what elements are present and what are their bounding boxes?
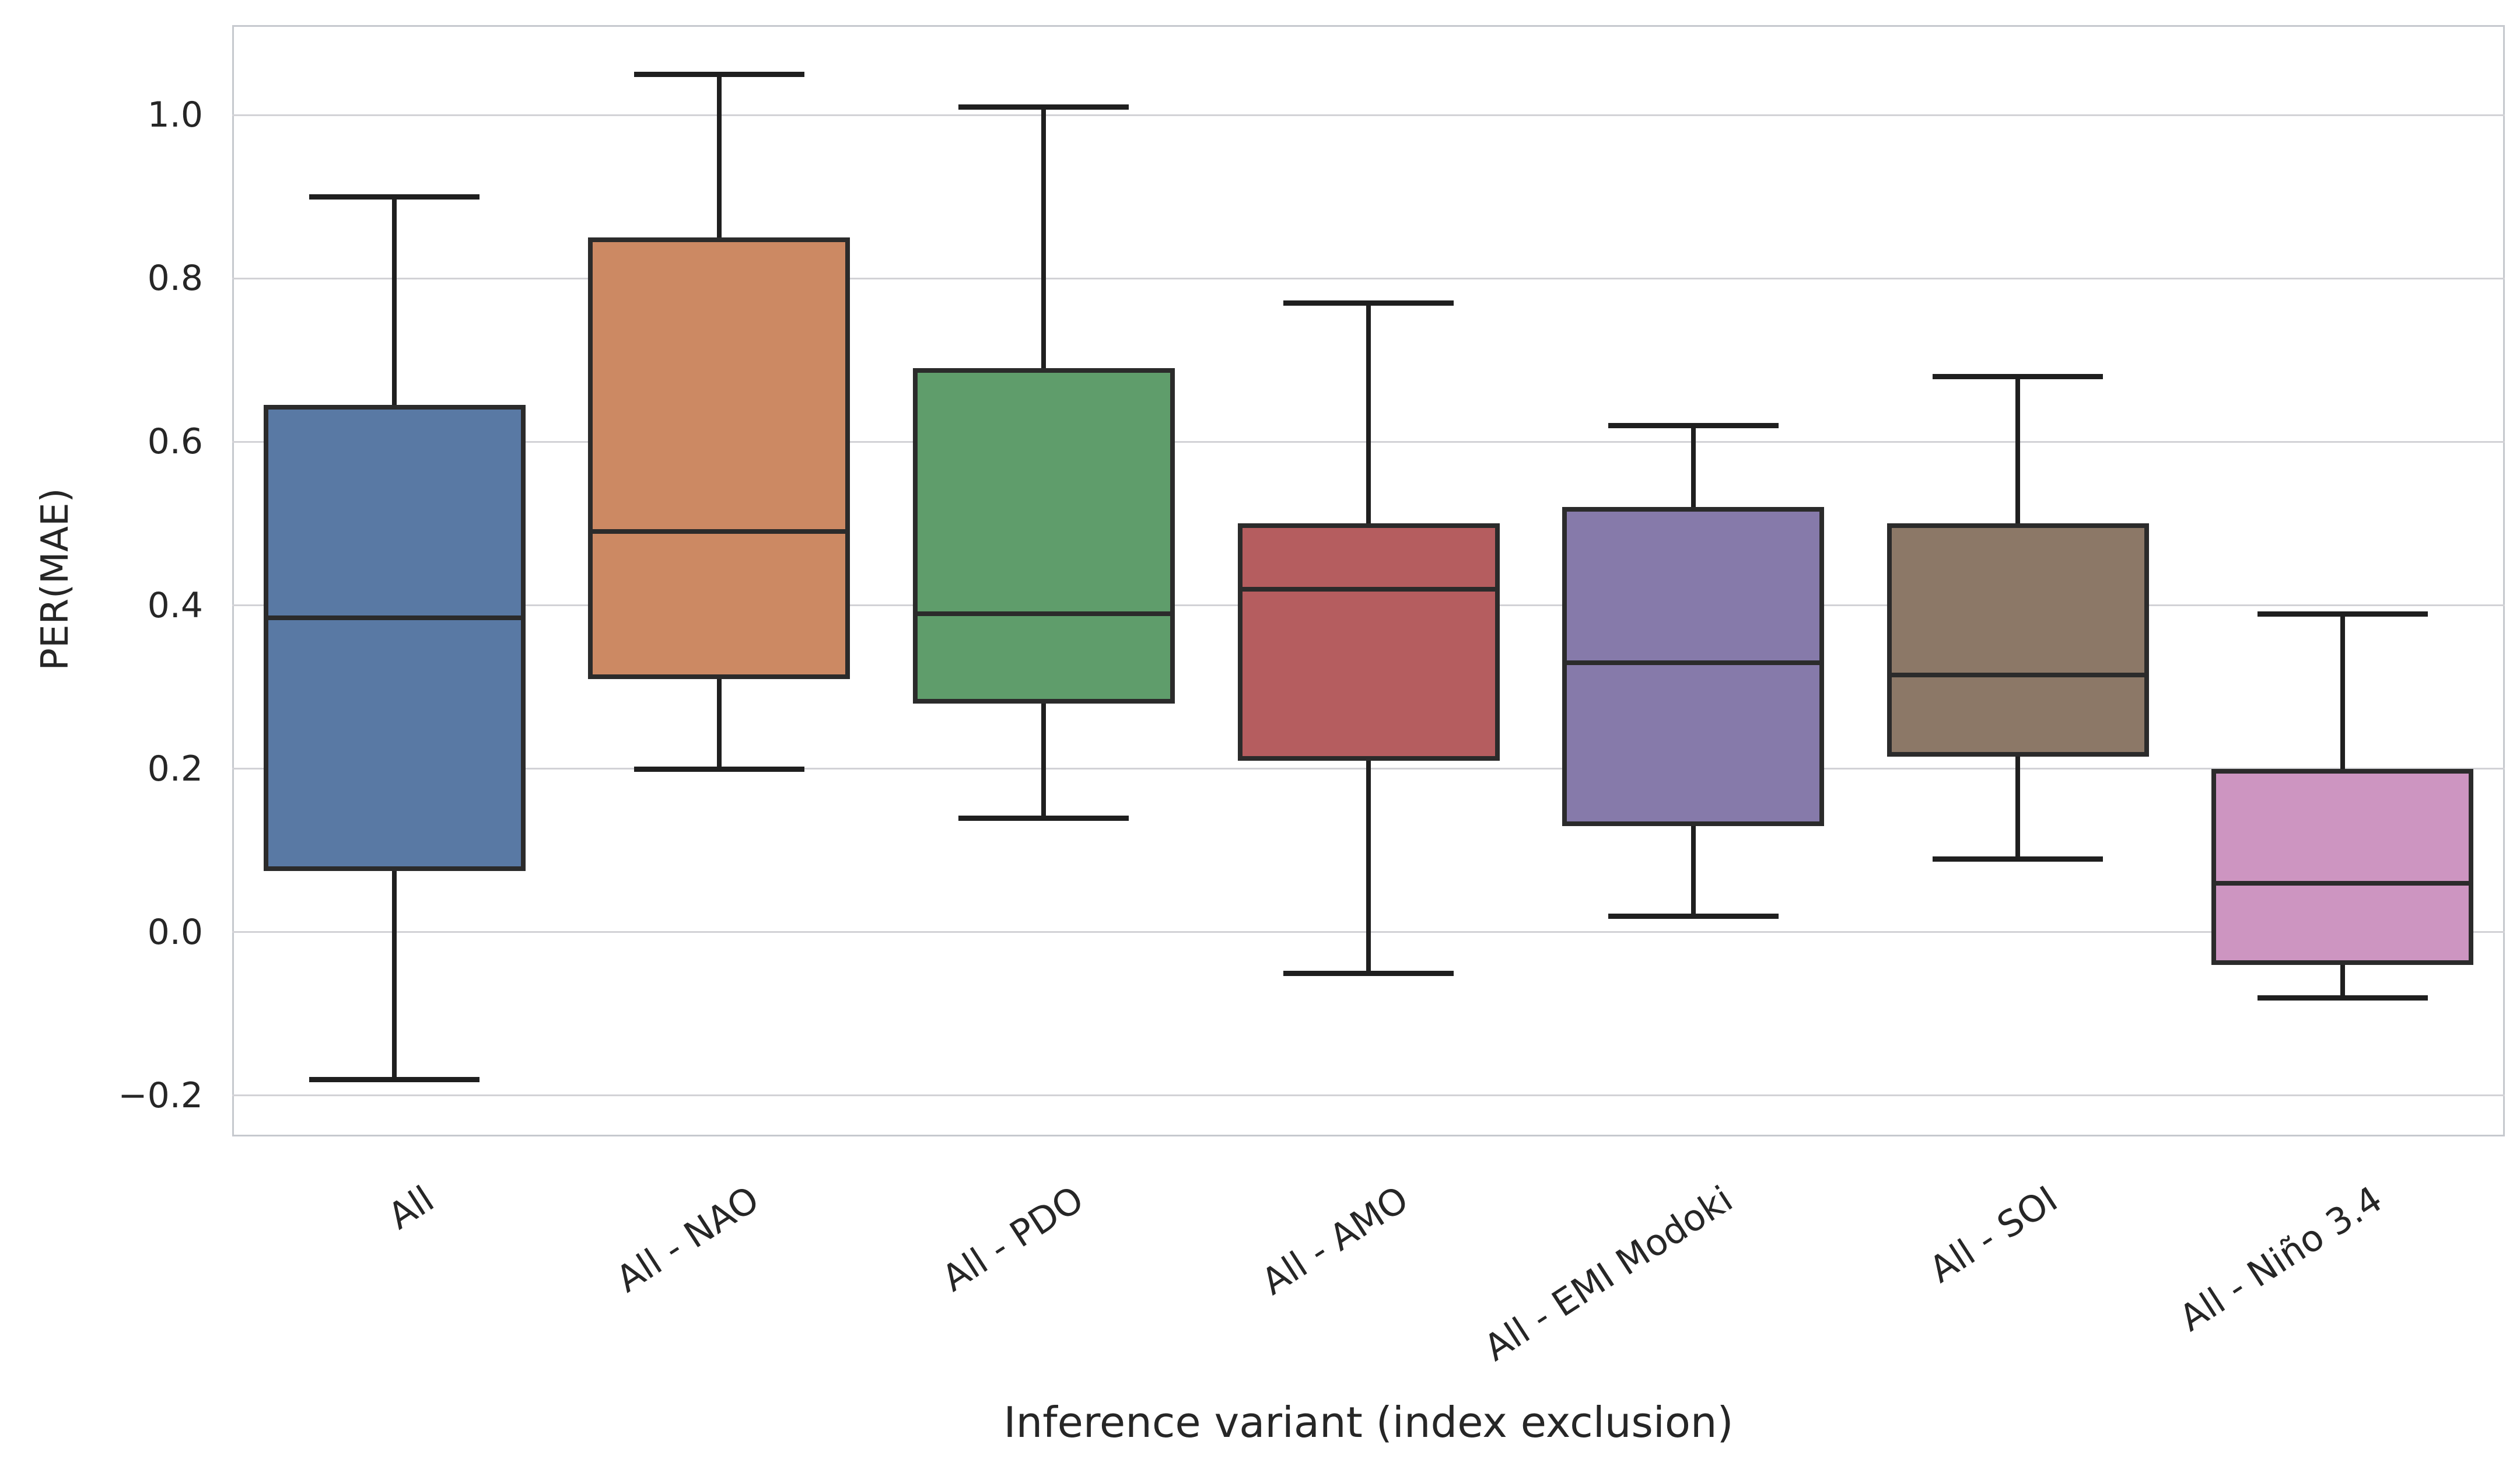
median-all-soi <box>1891 672 2144 677</box>
y-tick-label: 0.4 <box>147 585 203 626</box>
whisker-lower-all-pdo <box>1041 703 1046 818</box>
whisker-upper-all-soi <box>2015 376 2021 524</box>
gridline-y-1.0 <box>232 114 2505 116</box>
whisker-lower-all-emi-modoki <box>1690 826 1696 916</box>
box-all-pdo <box>912 368 1175 704</box>
whisker-cap-bottom-all <box>309 1076 480 1082</box>
whisker-lower-all-nao <box>716 678 722 769</box>
median-all-pdo <box>917 611 1170 616</box>
whisker-upper-all-amo <box>1366 303 1371 524</box>
whisker-lower-all <box>392 870 397 1079</box>
median-all <box>268 615 521 620</box>
x-tick-label-all-pdo: All - PDO <box>934 1177 1091 1300</box>
y-tick-label: 0.2 <box>147 748 203 789</box>
whisker-cap-top-all-nao <box>634 72 804 78</box>
median-all-ni-o-3-4 <box>2216 880 2469 886</box>
gridline-y-0.8 <box>232 277 2505 279</box>
whisker-lower-all-amo <box>1366 760 1371 973</box>
x-tick-label-all-nao: All - NAO <box>608 1177 766 1301</box>
box-all-nao <box>588 237 850 679</box>
median-all-nao <box>593 529 846 534</box>
box-all <box>263 405 526 871</box>
box-all-amo <box>1237 523 1500 761</box>
whisker-upper-all-nao <box>716 74 722 238</box>
whisker-cap-top-all-soi <box>1933 374 2104 380</box>
whisker-cap-bottom-all-pdo <box>958 815 1129 821</box>
whisker-cap-top-all-emi-modoki <box>1608 423 1779 429</box>
y-tick-label: 0.8 <box>147 258 203 299</box>
y-tick-label: −0.2 <box>118 1075 203 1116</box>
y-tick-label: 0.6 <box>147 421 203 463</box>
x-tick-label-all-emi-modoki: All - EMI Modoki <box>1476 1177 1741 1370</box>
whisker-cap-top-all-pdo <box>958 104 1129 110</box>
x-tick-label-all-amo: All - AMO <box>1254 1177 1416 1303</box>
whisker-cap-bottom-all-ni-o-3-4 <box>2257 995 2428 1001</box>
whisker-lower-all-soi <box>2015 756 2021 859</box>
median-all-amo <box>1242 586 1495 592</box>
whisker-cap-bottom-all-emi-modoki <box>1608 913 1779 919</box>
x-tick-label-all-ni-o-3-4: All - Niño 3.4 <box>2172 1177 2390 1340</box>
gridline-y-−0.2 <box>232 1094 2505 1097</box>
y-axis-label: PER(MAE) <box>34 488 77 670</box>
whisker-upper-all-ni-o-3-4 <box>2340 613 2345 769</box>
x-axis-label: Inference variant (index exclusion) <box>1003 1398 1734 1447</box>
x-tick-label-all-soi: All - SOI <box>1922 1177 2065 1292</box>
whisker-upper-all-emi-modoki <box>1690 425 1696 508</box>
whisker-cap-top-all-ni-o-3-4 <box>2257 611 2428 617</box>
box-all-soi <box>1887 523 2149 757</box>
y-tick-label: 0.0 <box>147 911 203 953</box>
whisker-cap-top-all <box>309 194 480 200</box>
whisker-cap-bottom-all-nao <box>634 766 804 772</box>
whisker-cap-bottom-all-amo <box>1283 970 1454 976</box>
whisker-upper-all <box>392 197 397 405</box>
x-tick-label-all: All <box>380 1177 442 1238</box>
whisker-cap-top-all-amo <box>1283 300 1454 306</box>
box-all-ni-o-3-4 <box>2211 768 2474 965</box>
whisker-cap-bottom-all-soi <box>1933 856 2104 862</box>
plot-area <box>232 25 2505 1136</box>
y-tick-label: 1.0 <box>147 95 203 136</box>
box-all-emi-modoki <box>1562 507 1825 826</box>
whisker-lower-all-ni-o-3-4 <box>2340 964 2345 998</box>
median-all-emi-modoki <box>1567 660 1820 665</box>
whisker-upper-all-pdo <box>1041 107 1046 369</box>
